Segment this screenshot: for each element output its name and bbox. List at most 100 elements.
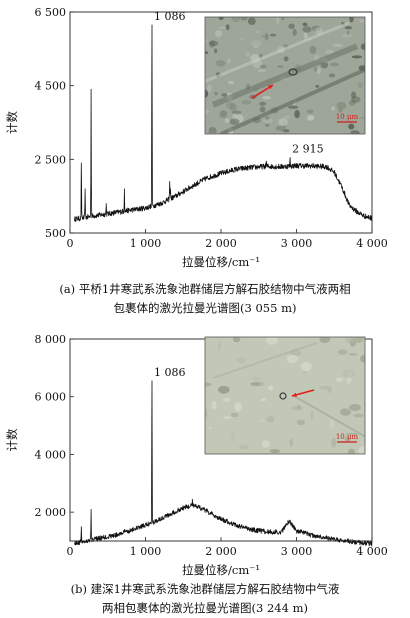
micrograph-texture [318,385,332,390]
micrograph-texture [262,95,272,100]
micrograph-crystal-edge [220,67,365,134]
micrograph-texture [230,412,239,418]
micrograph-texture [229,103,237,112]
micrograph-texture [331,437,337,448]
micrograph-texture [336,101,347,110]
y-tick-label: 2 000 [35,506,67,519]
micrograph-texture [329,419,334,429]
x-tick-label: 3 000 [281,545,313,558]
x-tick-label: 0 [67,545,74,558]
micrograph-texture [338,108,343,113]
micrograph-texture [231,17,241,23]
micrograph-texture [311,27,320,31]
micrograph-texture [307,109,314,114]
y-axis-label: 计数 [5,428,19,451]
micrograph-texture [335,377,344,382]
micrograph-texture [205,51,209,55]
caption-b-line-2: 两相包裹体的激光拉曼光谱图(3 244 m) [102,601,308,615]
micrograph-texture [311,25,321,32]
caption-a: (a) 平桥1井寒武系洗象池群储层方解石胶结物中气液两相 包裹体的激光拉曼光谱图… [0,280,410,318]
micrograph-texture [294,109,300,119]
micrograph-texture [330,62,340,67]
y-tick-label: 6 500 [35,6,67,19]
micrograph-texture [232,337,241,343]
micrograph-texture [218,17,224,21]
micrograph-texture [261,440,270,448]
micrograph-texture [319,337,331,344]
micrograph-texture [345,337,357,344]
micrograph-crystal-edge [211,43,359,108]
micrograph-texture [231,110,242,114]
peak-label: 2 915 [292,142,324,155]
micrograph-texture [260,64,267,69]
micrograph-texture [353,413,364,418]
x-tick-label: 1 000 [130,545,162,558]
micrograph-texture [286,354,299,364]
scale-bar-label: 10 μm [336,113,359,121]
micrograph-texture [241,100,252,105]
micrograph-texture [239,37,244,40]
y-tick-label: 4 000 [35,448,67,461]
micrograph-texture [288,25,295,28]
micrograph-texture [283,56,289,62]
micrograph-texture [253,45,259,48]
x-tick-label: 0 [67,237,74,250]
micrograph-texture [264,32,269,41]
micrograph-texture [327,388,333,393]
micrograph-texture [360,43,365,50]
x-tick-label: 4 000 [356,237,388,250]
scale-bar-label: 10 μm [336,433,359,441]
micrograph-texture [215,60,226,67]
micrograph-texture [337,349,348,355]
micrograph-texture [238,444,249,450]
micrograph-texture [226,102,235,110]
micrograph-texture [259,381,266,387]
inset-frame [204,16,366,135]
micrograph-texture [255,30,260,34]
y-tick-label: 2 500 [35,153,67,166]
micrograph-texture [332,43,343,47]
inset-frame [204,336,366,455]
micrograph-texture [346,30,350,37]
micrograph-texture [358,446,365,454]
micrograph-texture [217,26,228,29]
micrograph-texture [339,408,352,416]
micrograph-texture [302,22,308,27]
micrograph-texture [269,33,277,37]
micrograph-texture [303,32,308,39]
micrograph-texture [250,39,262,48]
micrograph-texture [289,438,294,447]
micrograph-texture [347,448,355,454]
micrograph-inset: 10 μm [204,16,366,135]
micrograph-texture [268,385,274,391]
micrograph-texture [345,432,359,436]
micrograph-texture [292,28,297,37]
micrograph-texture [350,96,361,103]
micrograph-texture [351,91,357,99]
spectrum-chart-a: 0 1 000 2 000 3 000 4 000 500 2 500 4 500 6 500 拉… [5,6,388,269]
micrograph-texture [222,398,231,402]
y-tick-label: 6 000 [35,391,67,404]
micrograph-texture [275,125,286,132]
micrograph-texture [230,432,236,441]
spectrum-chart-b: 0 1 000 2 000 3 000 4 000 2 000 4 000 6 000 8 00… [5,333,388,577]
micrograph-texture [300,361,312,372]
micrograph-texture [328,73,336,78]
micrograph-texture [342,369,356,379]
micrograph-texture [245,51,251,57]
micrograph-texture [341,33,353,38]
micrograph-texture [240,17,248,21]
micrograph-texture [349,17,354,23]
micrograph-texture [208,40,219,47]
x-tick-label: 3 000 [281,237,313,250]
micrograph-texture [348,372,352,381]
micrograph-texture [221,93,228,97]
micrograph-texture [291,405,304,411]
micrograph-texture [209,40,215,49]
micrograph-texture [236,356,246,364]
micrograph-texture [205,38,208,44]
micrograph-texture [351,55,363,59]
arrow-head-icon [292,392,297,397]
micrograph-texture [309,45,317,54]
